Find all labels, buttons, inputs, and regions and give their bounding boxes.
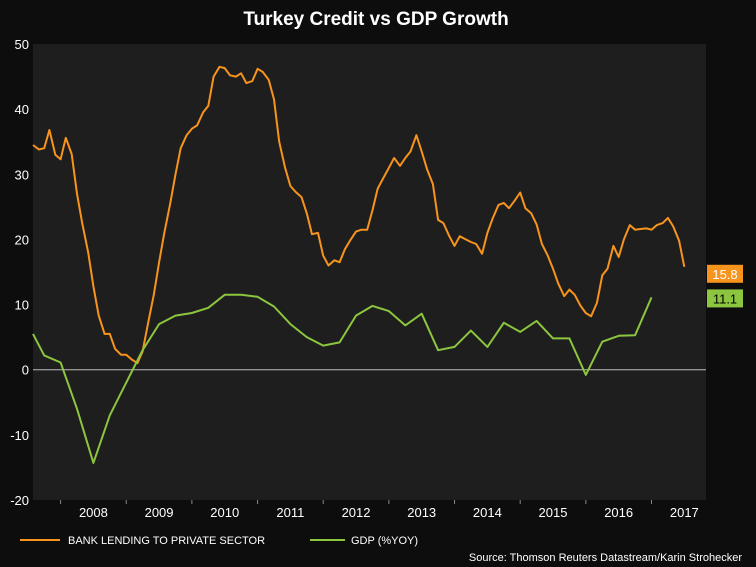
x-tick-label: 2011 (276, 505, 304, 520)
y-tick-label: 0 (22, 363, 29, 378)
badge-label-bank-lending: 15.8 (712, 267, 737, 282)
x-tick-label: 2015 (539, 505, 568, 520)
y-tick-label: -20 (10, 493, 29, 508)
y-tick-label: 40 (15, 102, 29, 117)
y-tick-label: 20 (15, 232, 29, 247)
legend-label-bank-lending: BANK LENDING TO PRIVATE SECTOR (68, 535, 265, 547)
x-tick-label: 2009 (145, 505, 174, 520)
badge-gdp (707, 289, 743, 308)
legend: BANK LENDING TO PRIVATE SECTOR GDP (%YOY… (20, 535, 418, 547)
source-note: Source: Thomson Reuters Datastream/Karin… (469, 552, 742, 564)
x-tick-label: 2008 (79, 505, 108, 520)
y-axis: -20 -10 0 10 20 30 40 50 (10, 37, 29, 508)
y-tick-label: 50 (15, 37, 29, 52)
chart-title: Turkey Credit vs GDP Growth (243, 9, 508, 30)
y-tick-label: 10 (15, 298, 29, 313)
badge-label-gdp: 11.1 (713, 291, 737, 306)
y-tick-label: -10 (10, 428, 29, 443)
series-layer (32, 65, 686, 464)
plot-area (33, 44, 706, 500)
last-value-badges: 15.8 11.1 (707, 264, 743, 308)
x-tick-label: 2017 (670, 505, 699, 520)
x-tick-label: 2016 (604, 505, 633, 520)
x-axis: 2008 2009 2010 2011 2012 2013 2014 2015 2016 2017 (60, 500, 699, 520)
x-tick-label: 2010 (210, 505, 239, 520)
x-tick-label: 2014 (473, 505, 502, 520)
series-line-gdp (32, 293, 653, 464)
x-tick-label: 2012 (342, 505, 371, 520)
y-tick-label: 30 (15, 167, 29, 182)
badge-bank-lending (707, 264, 743, 283)
legend-label-gdp: GDP (%YOY) (351, 535, 418, 547)
x-tick-label: 2013 (407, 505, 436, 520)
